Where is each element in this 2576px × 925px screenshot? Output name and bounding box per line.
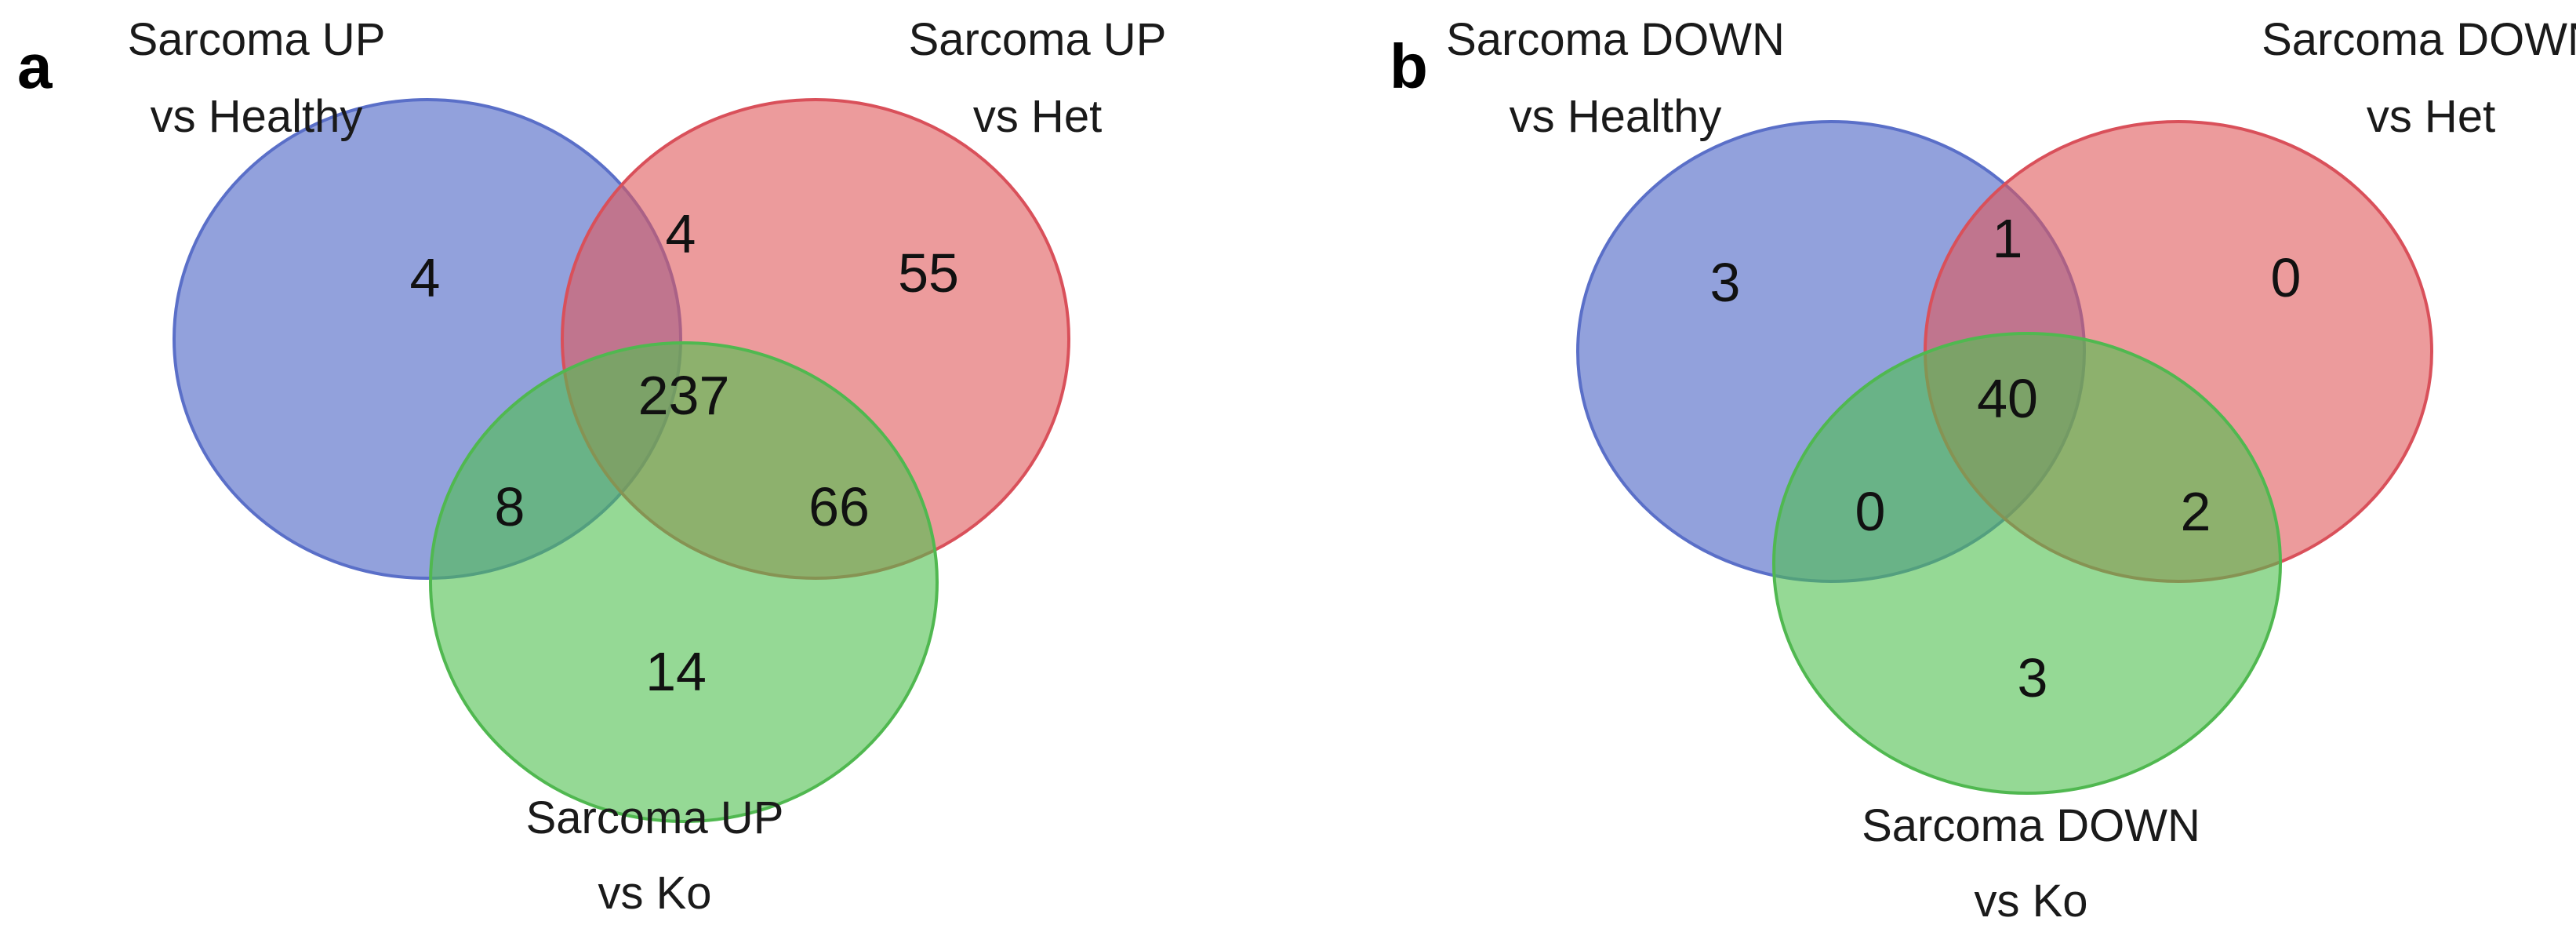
panel-b-label-ko-line1: Sarcoma DOWN xyxy=(1862,800,2200,851)
panel-a-label-healthy-line1: Sarcoma UP xyxy=(128,14,386,65)
panel-a-count-healthy-het: 4 xyxy=(666,203,696,264)
panel-a-label-ko-line2: vs Ko xyxy=(598,868,711,919)
panel-b-label-het-line1: Sarcoma DOWN xyxy=(2262,14,2576,65)
panel-a-count-all: 237 xyxy=(638,365,730,426)
panel-b-count-het-ko: 2 xyxy=(2181,481,2211,542)
panel-a-label-ko-line1: Sarcoma UP xyxy=(526,792,784,843)
panel-b-label-healthy-line1: Sarcoma DOWN xyxy=(1446,14,1785,65)
panel-b-count-healthy-only: 3 xyxy=(1710,252,1741,313)
panel-a-label-healthy-line2: vs Healthy xyxy=(151,91,363,142)
panel-a-count-healthy-only: 4 xyxy=(410,247,441,308)
panel-a: a Sarcoma UP vs Healthy Sarcoma UP vs He… xyxy=(17,14,1166,919)
panel-a-count-healthy-ko: 8 xyxy=(495,476,525,537)
panel-a-count-het-only: 55 xyxy=(898,242,959,304)
panel-b-count-healthy-het: 1 xyxy=(1993,208,2023,269)
panel-a-circle-ko xyxy=(429,341,939,823)
panel-b-count-healthy-ko: 0 xyxy=(1855,481,1886,542)
panel-b-label-healthy-line2: vs Healthy xyxy=(1510,91,1722,142)
panel-b-letter: b xyxy=(1390,31,1428,101)
panel-a-count-het-ko: 66 xyxy=(808,476,870,537)
panel-b-count-het-only: 0 xyxy=(2271,247,2302,308)
panel-b: b Sarcoma DOWN vs Healthy Sarcoma DOWN v… xyxy=(1390,14,2576,925)
panel-b-count-ko-only: 3 xyxy=(2018,647,2048,708)
panel-a-label-het-line1: Sarcoma UP xyxy=(909,14,1167,65)
panel-b-circle-ko xyxy=(1772,332,2282,795)
panel-a-letter: a xyxy=(17,31,53,101)
panel-b-label-ko-line2: vs Ko xyxy=(1974,876,2087,925)
panel-b-count-all: 40 xyxy=(1977,368,2038,429)
panel-a-count-ko-only: 14 xyxy=(645,641,707,702)
panel-b-label-het-line2: vs Het xyxy=(2367,91,2495,142)
panel-a-label-het-line2: vs Het xyxy=(973,91,1102,142)
